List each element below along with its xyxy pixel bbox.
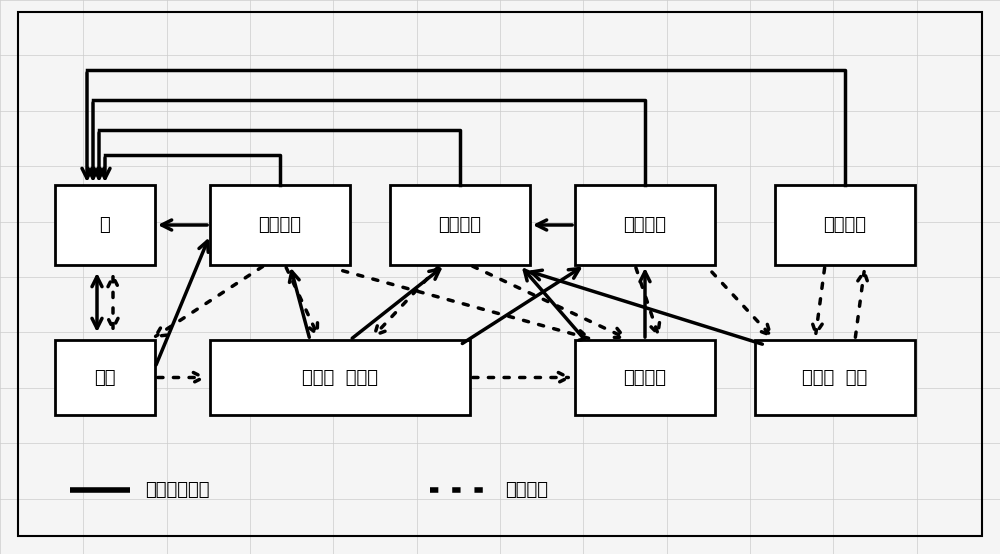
Bar (210, 185, 350, 265)
Text: 水蚯蛓  水蚤: 水蚯蛓 水蚤 (802, 368, 868, 387)
Text: 陆生植物: 陆生植物 (624, 216, 666, 234)
Bar (755, 340, 915, 415)
Bar (210, 340, 470, 415)
Text: 水生动物: 水生动物 (438, 216, 482, 234)
Bar (775, 185, 915, 265)
Text: 黄粉虫  大麦虫: 黄粉虫 大麦虫 (302, 368, 378, 387)
Text: 粪便转化: 粪便转化 (505, 481, 548, 499)
Bar (575, 185, 715, 265)
Bar (390, 185, 530, 265)
Bar (55, 185, 155, 265)
Text: 水生植物: 水生植物 (824, 216, 866, 234)
Text: 食物饰料供给: 食物饰料供给 (145, 481, 210, 499)
Text: 蝇蛆: 蝇蛆 (94, 368, 116, 387)
Bar (55, 340, 155, 415)
Bar (575, 340, 715, 415)
Text: 陆生动物: 陆生动物 (258, 216, 302, 234)
Text: 人: 人 (100, 216, 110, 234)
Text: 蚯蛓蜗牛: 蚯蛓蜗牛 (624, 368, 666, 387)
